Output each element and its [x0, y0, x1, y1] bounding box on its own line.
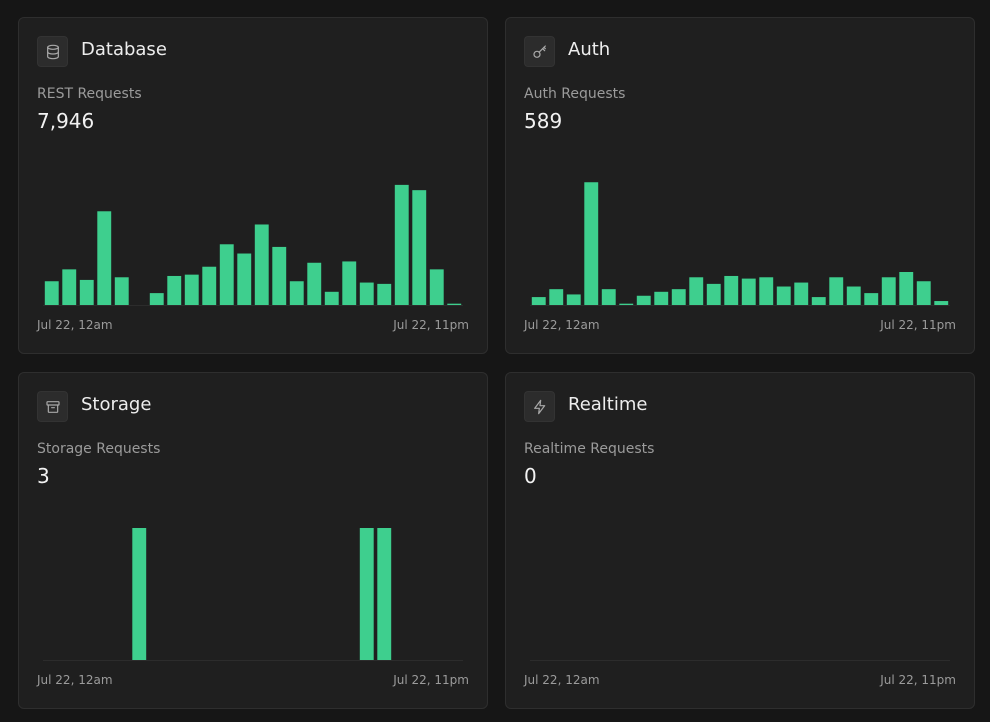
chart-bar[interactable] — [359, 282, 374, 305]
x-axis-end-label: Jul 22, 11pm — [393, 318, 469, 332]
chart-bar[interactable] — [601, 289, 616, 305]
x-axis-start-label: Jul 22, 12am — [524, 318, 600, 332]
chart-bar[interactable] — [566, 294, 581, 305]
chart-bar[interactable] — [114, 277, 129, 305]
realtime-bar-chart[interactable] — [530, 523, 950, 661]
chart-bar[interactable] — [776, 286, 791, 305]
database-bar-chart[interactable] — [43, 168, 463, 306]
chart-bar[interactable] — [636, 295, 651, 305]
chart-bar[interactable] — [394, 184, 409, 305]
chart-bar[interactable] — [881, 277, 896, 305]
chart-bar[interactable] — [916, 281, 931, 305]
metric-label: Auth Requests — [524, 86, 626, 102]
chart-bar[interactable] — [706, 283, 721, 305]
chart-bar[interactable] — [219, 244, 234, 305]
chart-bar[interactable] — [44, 281, 59, 305]
chart-bar[interactable] — [759, 277, 774, 305]
metric-label: Storage Requests — [37, 441, 161, 457]
chart-bar[interactable] — [619, 303, 634, 305]
chart-bar[interactable] — [62, 269, 77, 305]
storage-card[interactable]: Storage Storage Requests 3 Jul 22, 12am … — [18, 372, 488, 709]
chart-bar[interactable] — [307, 262, 322, 305]
x-axis-end-label: Jul 22, 11pm — [880, 673, 956, 687]
chart-bar[interactable] — [671, 289, 686, 305]
chart-bar[interactable] — [202, 266, 217, 305]
chart-bar[interactable] — [584, 182, 599, 305]
metric-value: 7,946 — [37, 109, 95, 133]
chart-bar[interactable] — [654, 291, 669, 305]
chart-bar[interactable] — [289, 281, 304, 305]
chart-bar[interactable] — [377, 528, 392, 660]
chart-bar[interactable] — [149, 293, 164, 305]
chart-bar[interactable] — [272, 246, 287, 305]
card-title: Storage — [81, 394, 152, 415]
x-axis-end-label: Jul 22, 11pm — [393, 673, 469, 687]
chart-bar[interactable] — [741, 278, 756, 305]
archive-icon — [37, 391, 68, 422]
chart-bar[interactable] — [934, 301, 949, 305]
card-title: Auth — [568, 39, 611, 60]
metric-value: 589 — [524, 109, 563, 133]
chart-bar[interactable] — [794, 282, 809, 305]
x-axis-start-label: Jul 22, 12am — [524, 673, 600, 687]
chart-bar[interactable] — [342, 261, 357, 305]
metric-label: Realtime Requests — [524, 441, 655, 457]
chart-bar[interactable] — [531, 297, 546, 305]
chart-bar[interactable] — [79, 279, 94, 305]
metric-value: 0 — [524, 464, 537, 488]
chart-bar[interactable] — [829, 277, 844, 305]
chart-bar[interactable] — [899, 272, 914, 305]
chart-bar[interactable] — [447, 303, 462, 305]
chart-bar[interactable] — [377, 283, 392, 305]
storage-bar-chart[interactable] — [43, 523, 463, 661]
bolt-icon — [524, 391, 555, 422]
chart-bar[interactable] — [429, 269, 444, 305]
metric-value: 3 — [37, 464, 50, 488]
x-axis-start-label: Jul 22, 12am — [37, 318, 113, 332]
chart-bar[interactable] — [864, 293, 879, 305]
chart-bar[interactable] — [324, 291, 339, 305]
chart-bar[interactable] — [724, 275, 739, 305]
card-title: Realtime — [568, 394, 648, 415]
key-icon — [524, 36, 555, 67]
auth-card[interactable]: Auth Auth Requests 589 Jul 22, 12am Jul … — [505, 17, 975, 354]
chart-bar[interactable] — [359, 528, 374, 660]
database-card[interactable]: Database REST Requests 7,946 Jul 22, 12a… — [18, 17, 488, 354]
chart-bar[interactable] — [167, 275, 182, 305]
chart-bar[interactable] — [254, 224, 269, 305]
x-axis-end-label: Jul 22, 11pm — [880, 318, 956, 332]
chart-bar[interactable] — [412, 190, 427, 305]
database-icon — [37, 36, 68, 67]
chart-bar[interactable] — [132, 528, 147, 660]
chart-bar[interactable] — [846, 286, 861, 305]
x-axis-start-label: Jul 22, 12am — [37, 673, 113, 687]
auth-bar-chart[interactable] — [530, 168, 950, 306]
chart-bar[interactable] — [549, 289, 564, 305]
metric-label: REST Requests — [37, 86, 142, 102]
chart-bar[interactable] — [184, 274, 199, 305]
chart-bar[interactable] — [811, 297, 826, 305]
card-title: Database — [81, 39, 167, 60]
chart-bar[interactable] — [237, 253, 252, 305]
realtime-card[interactable]: Realtime Realtime Requests 0 Jul 22, 12a… — [505, 372, 975, 709]
chart-bar[interactable] — [689, 277, 704, 305]
chart-bar[interactable] — [97, 211, 112, 305]
